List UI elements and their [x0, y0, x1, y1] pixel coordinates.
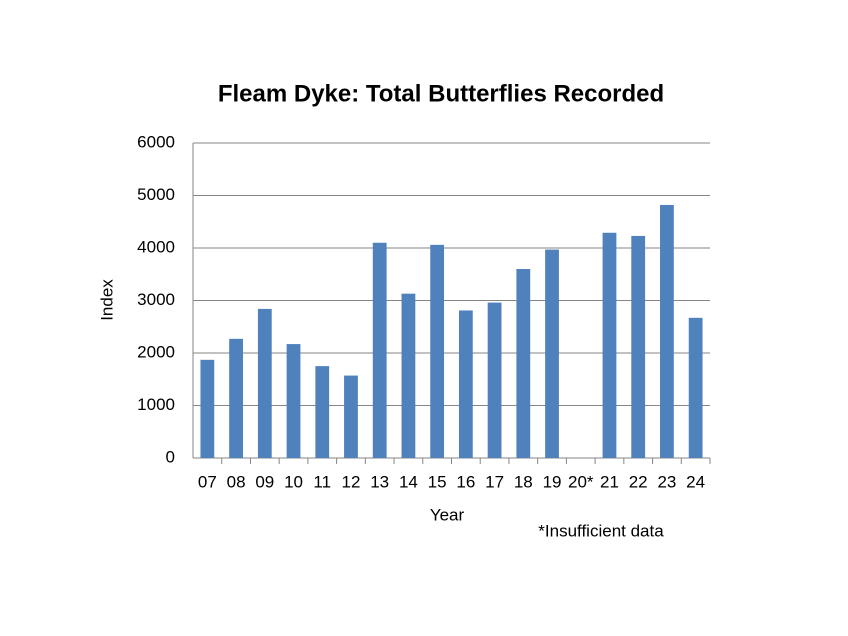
bar — [631, 235, 646, 458]
bar — [602, 232, 617, 458]
bar — [200, 359, 215, 458]
x-tick-label: 22 — [629, 472, 648, 491]
note: *Insufficient data — [538, 521, 664, 540]
x-tick-label: 11 — [313, 472, 331, 491]
bar — [660, 204, 674, 458]
bar — [286, 344, 301, 458]
bar — [458, 310, 473, 458]
x-tick-label: 09 — [255, 472, 274, 491]
x-tick-label: 21 — [600, 472, 619, 491]
y-tick-label: 1000 — [137, 395, 175, 414]
x-tick-label: 20* — [568, 472, 594, 491]
y-tick-label: 0 — [166, 447, 175, 466]
x-tick-label: 16 — [456, 472, 475, 491]
bar — [545, 249, 559, 458]
bar — [487, 302, 502, 458]
x-tick-label: 14 — [399, 472, 418, 491]
x-tick-label: 23 — [657, 472, 676, 491]
y-axis-label: Index — [97, 279, 116, 321]
y-tick-label: 2000 — [137, 342, 175, 361]
x-tick-label: 17 — [485, 472, 504, 491]
bar — [257, 308, 272, 458]
y-tick-label: 5000 — [137, 185, 175, 204]
bar — [344, 375, 358, 458]
bar — [430, 244, 445, 458]
y-tick-label: 4000 — [137, 237, 175, 256]
chart-title: Fleam Dyke: Total Butterflies Recorded — [218, 80, 664, 107]
x-axis-label: Year — [430, 505, 465, 524]
bar — [401, 293, 416, 458]
bar — [315, 366, 330, 458]
y-tick-label: 6000 — [137, 132, 175, 151]
x-tick-label: 15 — [428, 472, 447, 491]
y-tick-label: 3000 — [137, 290, 175, 309]
x-tick-label: 24 — [686, 472, 705, 491]
x-tick-label: 19 — [543, 472, 562, 491]
bar — [516, 269, 531, 458]
x-tick-label: 07 — [198, 472, 217, 491]
bar — [688, 317, 703, 458]
x-tick-label: 13 — [370, 472, 389, 491]
x-tick-label: 10 — [284, 472, 303, 491]
x-tick-label: 12 — [342, 472, 361, 491]
bar — [372, 242, 387, 458]
x-tick-label: 18 — [514, 472, 533, 491]
x-tick-label: 08 — [227, 472, 246, 491]
bar — [229, 338, 243, 458]
